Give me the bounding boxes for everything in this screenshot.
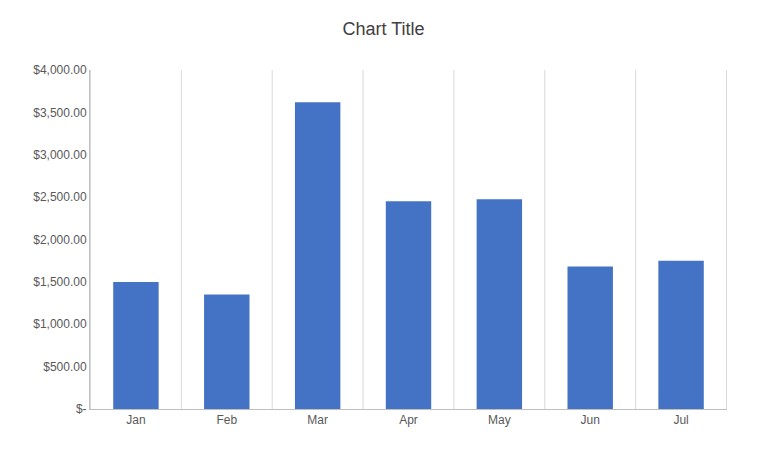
svg-text:Chart Title: Chart Title [342,19,424,39]
svg-text:$4,000.00: $4,000.00 [33,63,87,77]
svg-text:$1,500.00: $1,500.00 [33,275,87,289]
svg-text:Mar: Mar [307,413,328,427]
svg-text:$-: $- [76,402,87,416]
svg-text:Feb: Feb [216,413,237,427]
svg-text:Apr: Apr [399,413,418,427]
svg-text:$3,500.00: $3,500.00 [33,106,87,120]
svg-text:$2,500.00: $2,500.00 [33,190,87,204]
svg-text:$3,000.00: $3,000.00 [33,148,87,162]
svg-text:May: May [488,413,511,427]
svg-text:$500.00: $500.00 [43,360,87,374]
svg-text:$2,000.00: $2,000.00 [33,233,87,247]
svg-text:Jan: Jan [126,413,145,427]
svg-text:Jul: Jul [673,413,688,427]
svg-text:$1,000.00: $1,000.00 [33,317,87,331]
svg-text:Jun: Jun [581,413,600,427]
